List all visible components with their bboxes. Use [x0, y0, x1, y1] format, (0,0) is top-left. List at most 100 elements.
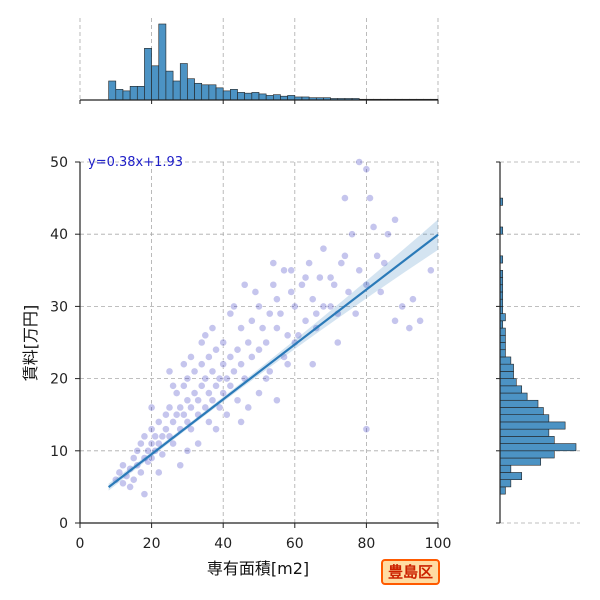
scatter-point: [237, 360, 245, 369]
regression-line: [107, 233, 439, 488]
x-tick-label: 20: [143, 536, 161, 552]
top-hist-bar: [165, 70, 174, 101]
scatter-point: [348, 230, 356, 239]
scatter-point: [283, 331, 292, 340]
scatter-point: [230, 367, 238, 376]
scatter-point: [247, 316, 256, 325]
scatter-point: [187, 353, 195, 361]
scatter-point: [269, 280, 278, 289]
scatter-point: [308, 295, 317, 304]
right-hist-bar: [499, 371, 514, 379]
scatter-point: [154, 468, 163, 477]
scatter-point: [301, 273, 310, 282]
scatter-point: [373, 251, 382, 260]
scatter-point: [233, 345, 242, 354]
scatter-point: [330, 280, 339, 289]
x-tick-label: 40: [214, 536, 232, 552]
scatter-point: [391, 215, 399, 224]
scatter-point: [140, 490, 149, 499]
y-tick-label: 20: [50, 372, 68, 388]
x-tick-label: 60: [286, 536, 304, 552]
scatter-point: [179, 360, 188, 369]
scatter-point: [362, 165, 371, 174]
scatter-point: [416, 316, 424, 325]
scatter-point: [380, 259, 389, 267]
right-hist-bar: [499, 342, 506, 351]
scatter-point: [305, 259, 314, 267]
scatter-point: [133, 446, 142, 455]
x-tick-label: 0: [76, 536, 85, 552]
scatter-point: [255, 389, 263, 397]
y-tick-label: 30: [50, 299, 68, 315]
top-hist-bar: [136, 86, 145, 101]
scatter-point: [301, 316, 310, 325]
x-tick-label: 80: [357, 536, 375, 552]
scatter-point: [169, 418, 177, 426]
top-hist-bar: [144, 48, 152, 101]
scatter-point: [165, 367, 174, 376]
scatter-point: [222, 410, 231, 419]
scatter-point: [341, 251, 349, 260]
scatter-point: [183, 374, 192, 383]
right-marginal-histogram: [496, 161, 580, 524]
scatter-point: [176, 403, 185, 412]
scatter-point: [212, 425, 220, 434]
top-hist-bar: [122, 90, 131, 101]
scatter-point: [204, 353, 213, 361]
scatter-point: [158, 450, 167, 459]
right-hist-bar: [499, 414, 550, 423]
scatter-point: [226, 309, 235, 318]
scatter-point: [269, 259, 278, 267]
scatter-point: [169, 439, 177, 448]
scatter-point: [272, 396, 281, 405]
scatter-point: [255, 302, 263, 311]
scatter-point: [287, 266, 296, 275]
scatter-point: [136, 439, 145, 448]
regression-equation: y=0.38x+1.93: [88, 155, 183, 170]
scatter-point: [251, 288, 260, 296]
y-tick-label: 50: [50, 155, 68, 171]
scatter-point: [294, 331, 303, 340]
scatter-point: [366, 194, 374, 202]
scatter-point: [315, 273, 324, 282]
right-hist-bar: [499, 428, 550, 437]
scatter-point: [208, 396, 217, 405]
right-hist-bar: [499, 356, 512, 365]
scatter-point: [140, 432, 149, 441]
scatter-point: [341, 194, 349, 202]
scatter-point: [262, 338, 271, 347]
right-hist-bar: [499, 407, 544, 416]
scatter-point: [165, 403, 174, 412]
top-hist-bar: [108, 80, 117, 101]
scatter-point: [169, 381, 177, 390]
right-hist-bar: [499, 313, 506, 322]
top-hist-bar: [215, 87, 224, 101]
scatter-point: [337, 259, 346, 267]
right-hist-bar: [499, 334, 506, 343]
right-hist-bar: [499, 479, 512, 488]
y-tick-label: 0: [59, 516, 68, 532]
right-hist-bar: [499, 378, 517, 387]
scatter-point: [244, 338, 253, 347]
right-hist-bar: [499, 450, 555, 459]
top-hist-bar: [179, 63, 188, 101]
scatter-point: [151, 432, 160, 441]
scatter-point: [219, 389, 228, 397]
scatter-point: [194, 439, 203, 448]
top-hist-bar: [201, 84, 210, 101]
scatter-point: [219, 360, 228, 369]
scatter-point: [258, 324, 267, 332]
scatter-point: [287, 288, 296, 296]
right-hist-bar: [499, 385, 523, 394]
scatter-point: [405, 324, 414, 332]
y-tick-label: 10: [50, 444, 68, 460]
top-hist-bar: [194, 82, 203, 101]
top-hist-bar: [251, 92, 260, 101]
scatter-point: [265, 309, 274, 318]
scatter-point: [219, 338, 228, 347]
scatter-point: [355, 158, 364, 166]
scatter-point: [312, 309, 321, 318]
scatter-point: [187, 425, 195, 434]
scatter-point: [115, 468, 124, 477]
scatter-point: [162, 425, 170, 434]
